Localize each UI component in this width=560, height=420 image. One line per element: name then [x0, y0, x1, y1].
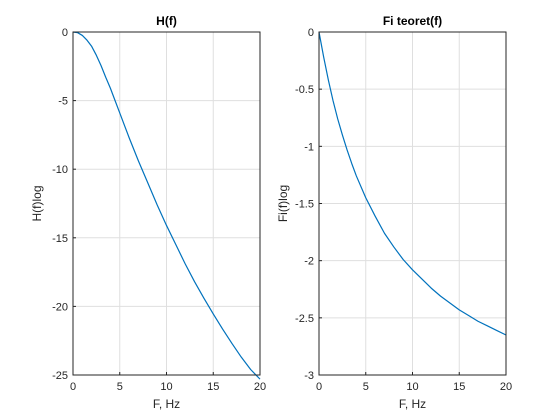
- left-y-tick-label: -15: [52, 233, 68, 245]
- right-y-tick-label: -1: [304, 141, 314, 153]
- left-x-tick-label: 5: [117, 381, 123, 393]
- left-x-tick-label: 15: [207, 381, 219, 393]
- left-x-tick-label: 10: [160, 381, 172, 393]
- left-ticks: 0 5 10 15 20 -25 -20 -15 -10 -5 0: [52, 27, 266, 393]
- right-ticks: 0 5 10 15 20 -3 -2.5 -2 -1.5 -1 -0.5 0: [295, 27, 512, 393]
- left-x-axis-label: F, Hz: [153, 397, 180, 411]
- right-x-tick-label: 20: [500, 381, 512, 393]
- right-chart-title: Fi teoret(f): [383, 14, 442, 28]
- right-y-axis-label: Fi(f)log: [276, 185, 290, 222]
- right-x-tick-label: 5: [363, 381, 369, 393]
- left-chart: 0 5 10 15 20 -25 -20 -15 -10 -5 0 H(f) F, Hz H(f)l…: [30, 14, 266, 411]
- right-series-line: [318, 31, 507, 336]
- left-y-tick-label: -25: [52, 370, 68, 382]
- right-x-tick-label: 15: [453, 381, 465, 393]
- right-y-tick-label: 0: [308, 27, 314, 39]
- left-x-tick-label: 0: [70, 381, 76, 393]
- left-series-line: [72, 31, 261, 380]
- left-x-tick-label: 20: [254, 381, 266, 393]
- left-y-tick-label: -20: [52, 301, 68, 313]
- right-x-tick-label: 10: [406, 381, 418, 393]
- right-y-tick-label: -2: [304, 256, 314, 268]
- right-x-tick-label: 0: [316, 381, 322, 393]
- right-x-axis-label: F, Hz: [399, 397, 426, 411]
- right-y-tick-label: -3: [304, 370, 314, 382]
- left-y-axis-label: H(f)log: [30, 185, 44, 221]
- left-y-tick-label: -5: [58, 96, 68, 108]
- right-y-tick-label: -0.5: [295, 84, 314, 96]
- right-y-tick-label: -2.5: [295, 313, 314, 325]
- right-y-tick-label: -1.5: [295, 199, 314, 211]
- left-chart-title: H(f): [156, 14, 177, 28]
- right-chart: 0 5 10 15 20 -3 -2.5 -2 -1.5 -1 -0.5 0 Fi teoret(f)…: [276, 14, 512, 411]
- left-y-tick-label: 0: [62, 27, 68, 39]
- left-y-tick-label: -10: [52, 164, 68, 176]
